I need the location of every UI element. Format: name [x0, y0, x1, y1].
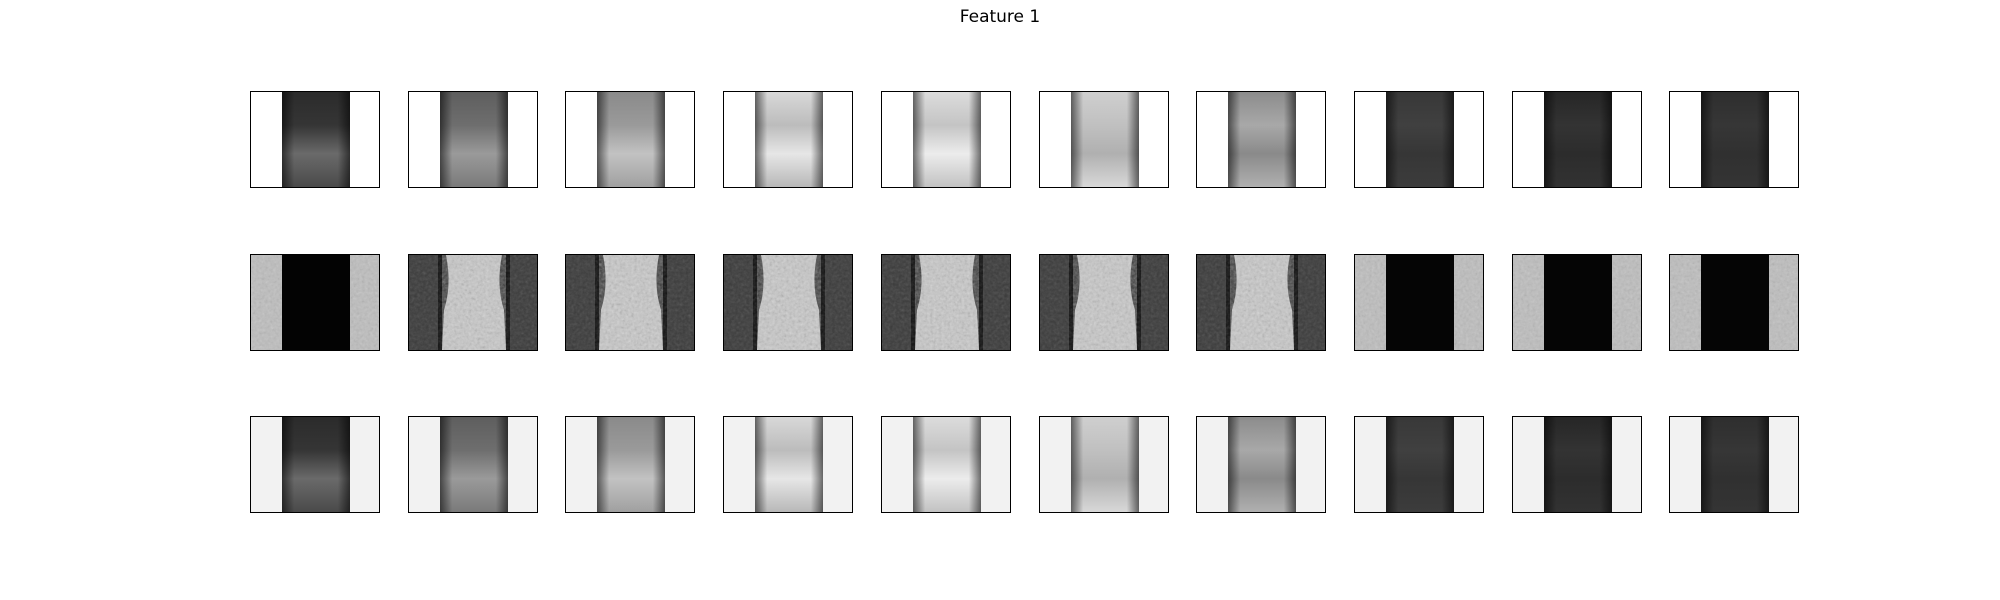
feature-map-image [1513, 255, 1641, 350]
feature-map-r2-c6 [1039, 254, 1169, 351]
feature-map-r3-c2 [408, 416, 538, 513]
feature-map-image [882, 255, 1010, 350]
feature-map-r1-c6 [1039, 91, 1169, 188]
feature-map-r3-c9 [1512, 416, 1642, 513]
feature-map-image [724, 92, 852, 187]
feature-map-r2-c9 [1512, 254, 1642, 351]
feature-map-image [1040, 255, 1168, 350]
feature-map-image [1197, 255, 1325, 350]
feature-map-r1-c10 [1669, 91, 1799, 188]
feature-map-image [251, 92, 379, 187]
feature-map-r3-c1 [250, 416, 380, 513]
feature-map-image [1355, 255, 1483, 350]
feature-map-image [1355, 92, 1483, 187]
feature-map-image [1355, 417, 1483, 512]
feature-map-r2-c3 [565, 254, 695, 351]
feature-map-image [724, 255, 852, 350]
feature-map-image [1670, 417, 1798, 512]
feature-map-r1-c4 [723, 91, 853, 188]
feature-map-image [566, 92, 694, 187]
feature-map-r3-c3 [565, 416, 695, 513]
figure-title: Feature 1 [959, 7, 1041, 27]
feature-map-image [1513, 92, 1641, 187]
feature-map-image [251, 417, 379, 512]
feature-map-image [1040, 417, 1168, 512]
feature-map-r1-c1 [250, 91, 380, 188]
feature-map-image [1513, 417, 1641, 512]
feature-map-r2-c7 [1196, 254, 1326, 351]
feature-map-image [1670, 92, 1798, 187]
feature-map-image [882, 417, 1010, 512]
feature-map-image [409, 255, 537, 350]
feature-map-r2-c8 [1354, 254, 1484, 351]
feature-map-r2-c4 [723, 254, 853, 351]
feature-map-r3-c5 [881, 416, 1011, 513]
feature-map-r3-c7 [1196, 416, 1326, 513]
feature-map-r3-c6 [1039, 416, 1169, 513]
feature-map-image [724, 417, 852, 512]
feature-map-image [409, 417, 537, 512]
feature-map-image [409, 92, 537, 187]
feature-map-r2-c10 [1669, 254, 1799, 351]
feature-map-r3-c10 [1669, 416, 1799, 513]
feature-map-image [882, 92, 1010, 187]
feature-map-image [1197, 417, 1325, 512]
feature-map-image [1040, 92, 1168, 187]
feature-map-r3-c8 [1354, 416, 1484, 513]
feature-map-r2-c5 [881, 254, 1011, 351]
feature-map-image [1197, 92, 1325, 187]
feature-map-r1-c7 [1196, 91, 1326, 188]
feature-map-r3-c4 [723, 416, 853, 513]
feature-map-image [1670, 255, 1798, 350]
feature-map-image [566, 417, 694, 512]
feature-map-r1-c9 [1512, 91, 1642, 188]
feature-map-r2-c1 [250, 254, 380, 351]
feature-map-r1-c8 [1354, 91, 1484, 188]
feature-map-r2-c2 [408, 254, 538, 351]
feature-map-r1-c2 [408, 91, 538, 188]
feature-map-image [251, 255, 379, 350]
feature-map-r1-c5 [881, 91, 1011, 188]
feature-map-r1-c3 [565, 91, 695, 188]
feature-map-image [566, 255, 694, 350]
